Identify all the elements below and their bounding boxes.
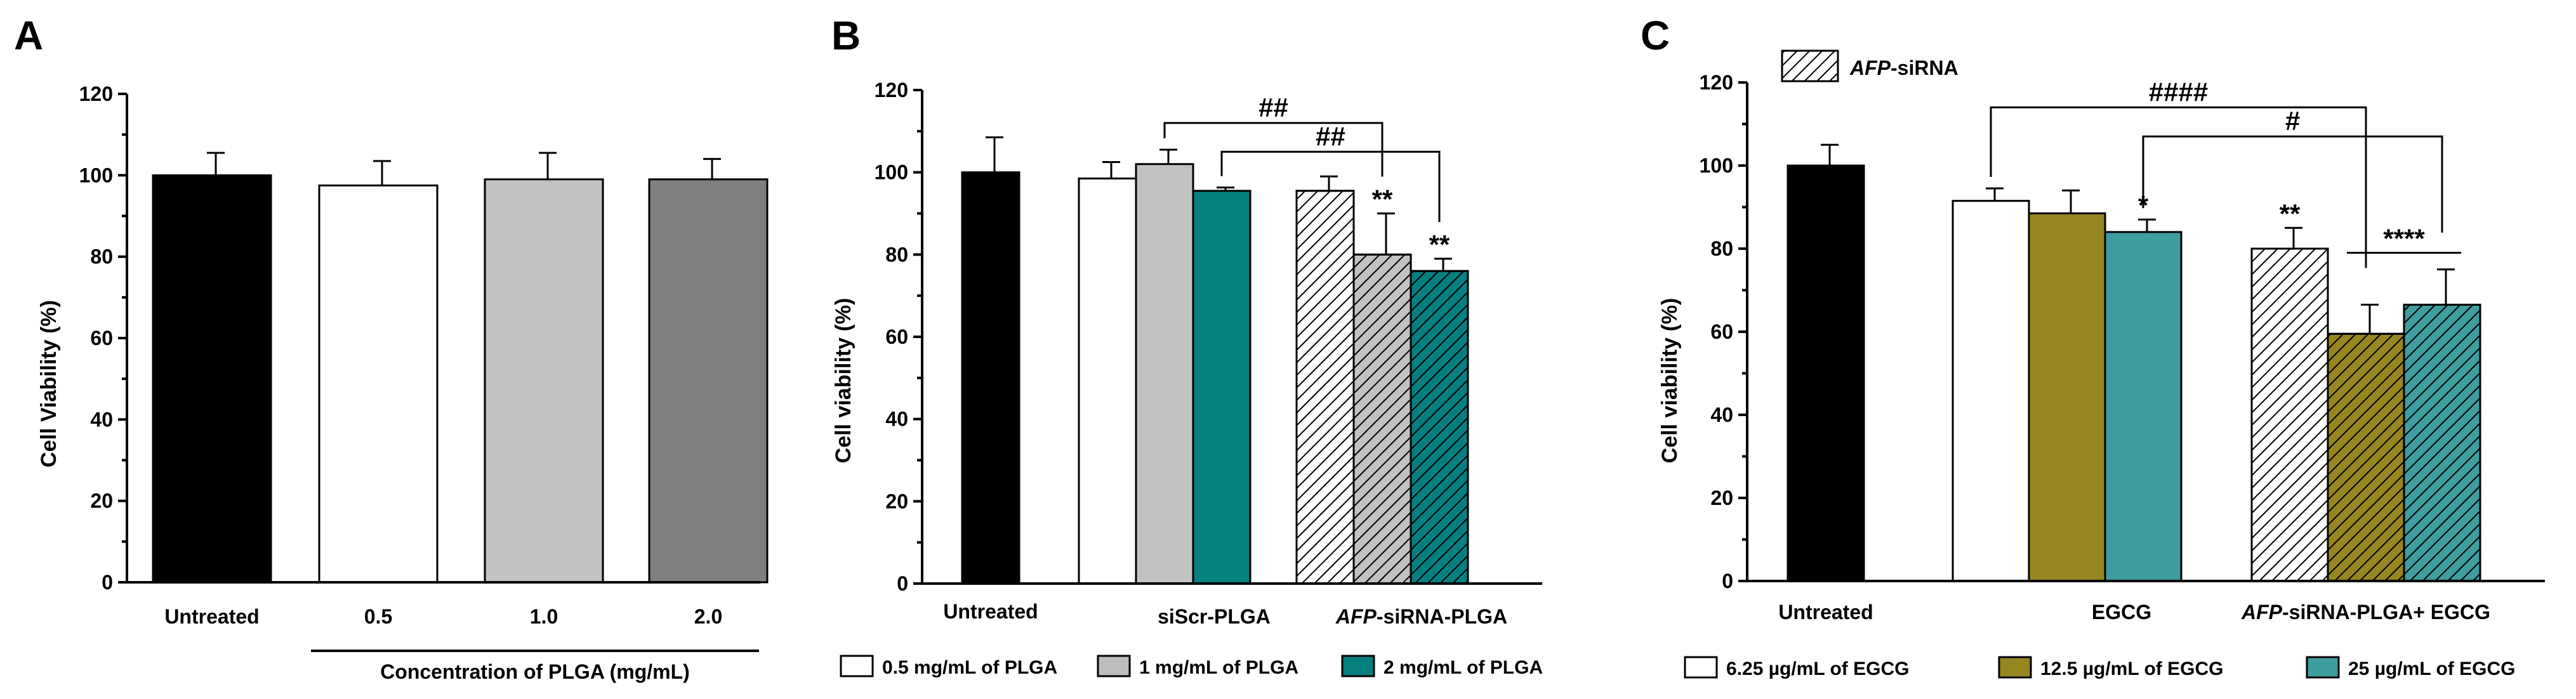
panel-a-bar [484, 178, 604, 584]
panel-b-legend-swatch-2 [1341, 655, 1375, 677]
panel-b-comparison-bracket [1163, 122, 1384, 177]
panel-a-x-label-2-0: 2.0 [694, 605, 722, 628]
panel-c-y-tick-label: 20 [1710, 487, 1733, 509]
panel-c-bar [1787, 164, 1865, 582]
panel-b-bars: ** ** [961, 136, 1469, 585]
panel-b-legend-label-0-5: 0.5 mg/mL of PLGA [882, 657, 1057, 678]
panel-a-x-label-1-0: 1.0 [530, 605, 558, 628]
panel-a: A Cell Viability (%) 0 20 40 60 80 100 120 Unt… [14, 13, 769, 683]
panel-b-legend-label-2: 2 mg/mL of PLGA [1384, 657, 1543, 678]
panel-c-bar-hatch [2403, 303, 2481, 582]
panel-b-y-tick-label: 40 [885, 408, 908, 431]
panel-a-y-tick-label: 100 [79, 164, 113, 186]
panel-c-y-tick-label: 120 [1700, 71, 1733, 94]
panel-b-legend-swatch-0-5 [840, 655, 874, 677]
panel-c-hatch-legend-label: AFP-siRNA [1849, 56, 1958, 79]
panel-b-x-label-afp-sirna: AFP-siRNA-PLGA [1335, 605, 1507, 628]
panel-a-y-tick-label: 60 [90, 327, 113, 350]
panel-b-bar-hatch [1295, 190, 1355, 585]
panel-c-x-label-untreated: Untreated [1778, 601, 1873, 624]
panel-b-x-label-siscr: siScr-PLGA [1158, 605, 1271, 628]
panel-b-y-ticks: 0 20 40 60 80 100 120 [875, 79, 922, 595]
panel-c-y-tick-label: 80 [1710, 237, 1733, 260]
panel-b-legend-swatch-1 [1097, 655, 1131, 677]
panel-c-comparison-bracket [1990, 106, 2367, 268]
panel-a-y-tick-label: 40 [90, 408, 113, 431]
panel-c-comparison-bracket [2142, 135, 2443, 233]
panel-c-y-axis-title: Cell viability (%) [1658, 298, 1682, 464]
panel-a-y-tick-label: 80 [90, 245, 113, 268]
panel-a-y-tick-label: 120 [79, 82, 113, 105]
panel-a-bars [152, 152, 769, 584]
panel-b-y-tick-label: 120 [875, 79, 908, 101]
panel-b-x-label-untreated: Untreated [943, 600, 1038, 623]
panel-a-y-tick-label: 20 [90, 490, 113, 513]
panel-b-y-tick-label: 100 [875, 161, 908, 184]
panel-b-y-axis-title: Cell viability (%) [831, 298, 855, 464]
panel-c-bar-hatch [2250, 247, 2329, 582]
panel-a-bar [152, 174, 272, 584]
panel-c-significance-line-label: **** [2383, 224, 2425, 254]
panel-a-y-axis-title: Cell Viability (%) [37, 300, 61, 467]
panel-b-letter: B [831, 13, 861, 58]
panel-c-legend-label-6-25: 6.25 µg/mL of EGCG [1726, 658, 1909, 679]
panel-b-brackets: ## ## [1163, 93, 1441, 222]
panel-c-bar-hatch [2327, 332, 2405, 582]
panel-b-bar [1192, 190, 1252, 585]
panel-c-bracket-label: #### [2149, 77, 2208, 107]
panel-a-x-label-0-5: 0.5 [364, 605, 392, 628]
panel-c-y-tick-label: 40 [1710, 403, 1733, 426]
panel-b-y-tick-label: 80 [885, 243, 908, 266]
panel-a-y-ticks: 0 20 40 60 80 100 120 [79, 82, 127, 594]
panel-b-bar [1135, 163, 1194, 585]
panel-a-bar [648, 178, 769, 584]
panel-c-y-tick-label: 100 [1700, 154, 1733, 177]
panel-c-bar [2028, 212, 2106, 582]
panel-c-bracket-label: # [2285, 106, 2300, 136]
panel-c-y-tick-label: 0 [1722, 570, 1733, 592]
panel-b-significance-label: ** [1372, 185, 1393, 214]
panel-c-bars: * ** [1787, 143, 2481, 582]
panel-c-hatch-legend-swatch [1781, 49, 1839, 82]
panel-b-y-tick-label: 0 [897, 572, 908, 595]
panel-c-letter: C [1641, 13, 1670, 58]
panel-c-legend-swatch-25 [2306, 656, 2340, 679]
panel-b-bar [1078, 177, 1137, 585]
panel-c-legend-label-25: 25 µg/mL of EGCG [2348, 658, 2515, 679]
panel-c-legend-label-12-5: 12.5 µg/mL of EGCG [2040, 658, 2223, 679]
panel-b-significance-label: ** [1429, 230, 1450, 259]
panel-a-x-axis-title: Concentration of PLGA (mg/mL) [380, 660, 690, 683]
panel-a-letter: A [14, 13, 43, 58]
panel-c-y-ticks: 0 20 40 60 80 100 120 [1700, 71, 1747, 592]
panel-b-bracket-label: ## [1316, 121, 1345, 151]
panel-b-y-tick-label: 60 [885, 325, 908, 348]
panel-c-y-tick-label: 60 [1710, 320, 1733, 343]
panel-b-bar-hatch [1410, 270, 1469, 585]
panel-c-legend-swatch-12-5 [1998, 656, 2032, 679]
panel-a-y-tick-label: 0 [102, 571, 113, 594]
panel-c-significance-label: ** [2280, 199, 2301, 228]
panel-c-legend: 6.25 µg/mL of EGCG 12.5 µg/mL of EGCG 25… [1684, 656, 2515, 679]
panel-c-bar [2104, 231, 2183, 582]
panel-c-x-label-egcg: EGCG [2092, 601, 2151, 624]
panel-c-x-label-afp-egcg: AFP-siRNA-PLGA+ EGCG [2241, 601, 2490, 624]
panel-b-legend: 0.5 mg/mL of PLGA 1 mg/mL of PLGA 2 mg/m… [840, 655, 1543, 678]
panel-b-comparison-bracket [1220, 150, 1441, 222]
panel-b-bracket-label: ## [1258, 93, 1288, 122]
panel-a-x-label-untreated: Untreated [164, 605, 259, 628]
panel-b-legend-label-1: 1 mg/mL of PLGA [1139, 657, 1298, 678]
panel-c-legend-swatch-6-25 [1684, 656, 1718, 679]
panel-b-bar-hatch [1352, 253, 1412, 585]
panel-b-y-tick-label: 20 [885, 490, 908, 513]
panel-c-bar [1952, 200, 2030, 582]
panel-c-brackets: #####**** [1990, 77, 2461, 268]
panel-b-bar [961, 171, 1020, 585]
panel-a-bar [318, 184, 439, 584]
